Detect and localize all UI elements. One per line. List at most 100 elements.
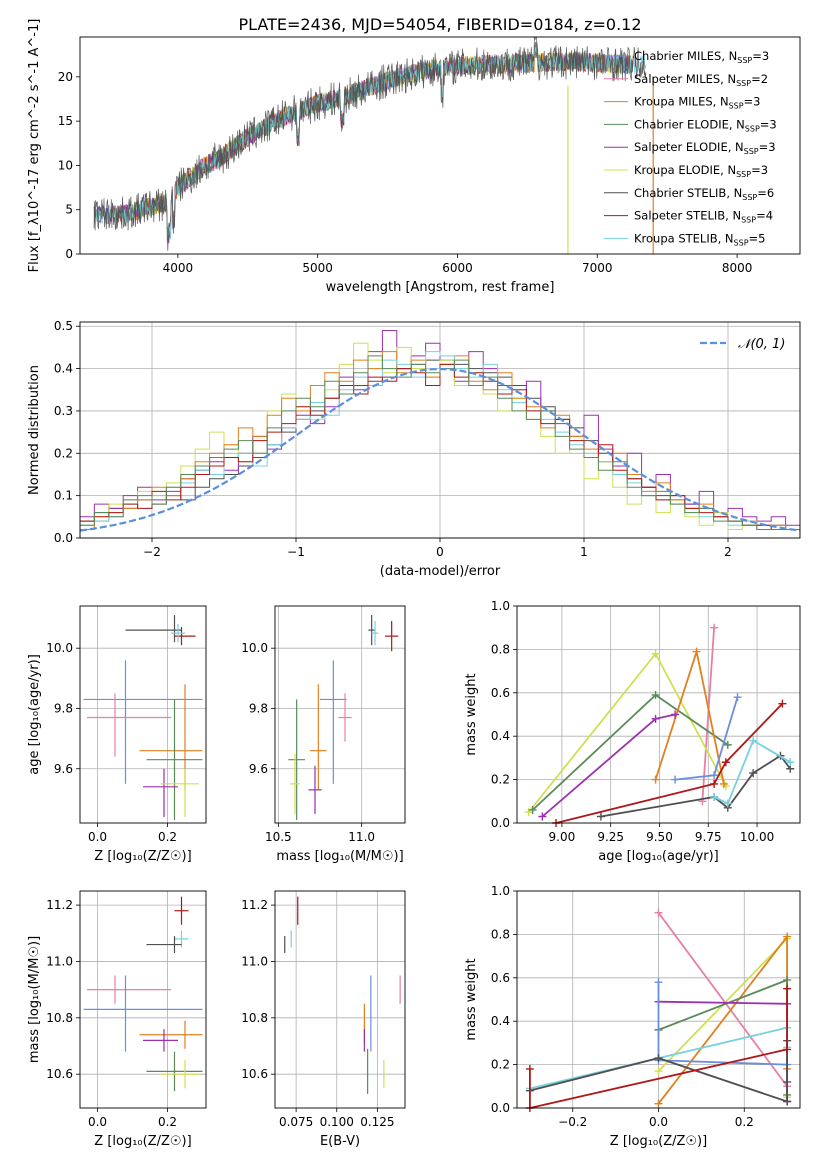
legend-entry-name: Salpeter ELODIE, N xyxy=(634,140,744,154)
y-tick-label: 1.0 xyxy=(491,599,510,613)
x-tick-label: 9.00 xyxy=(549,830,576,844)
y-tick-label: 11.0 xyxy=(46,954,73,968)
y-axis-label: Flux [f_λ10^-17 erg cm^-2 s^-1 A^-1] xyxy=(27,19,42,273)
weight-marker xyxy=(733,693,742,702)
legend-entry-count: =3 xyxy=(752,49,769,63)
y-tick-label: 0.4 xyxy=(54,362,73,376)
weight-marker xyxy=(723,799,732,808)
y-tick-label: 1.0 xyxy=(491,884,510,898)
weight-marker xyxy=(710,792,719,801)
x-axis-label: (data-model)/error xyxy=(380,564,501,579)
weight-marker xyxy=(596,812,605,821)
weight-line-salpeter_miles xyxy=(701,627,715,802)
legend-entry-sub: SSP xyxy=(745,124,760,133)
weight-marker xyxy=(749,769,758,778)
weight-marker xyxy=(654,1067,663,1076)
legend-entry-name: Kroupa ELODIE, N xyxy=(634,163,736,177)
weight-marker xyxy=(651,775,660,784)
legend-entry: Chabrier ELODIE, NSSP=3 xyxy=(634,117,777,133)
weight-marker xyxy=(654,1099,663,1108)
axes-frame xyxy=(79,605,207,824)
x-tick-label: 0.2 xyxy=(735,1115,754,1129)
legend-entry: Kroupa ELODIE, NSSP=3 xyxy=(634,163,768,179)
x-axis-label: E(B-V) xyxy=(320,1134,360,1149)
y-tick-label: 0.2 xyxy=(54,446,73,460)
legend-entry-sub: SSP xyxy=(734,238,749,247)
x-tick-label: −0.2 xyxy=(558,1115,587,1129)
y-tick-label: 0.2 xyxy=(491,773,510,787)
weight-marker xyxy=(654,908,663,917)
x-axis-label: Z [log₁₀(Z/Z☉)] xyxy=(94,849,191,864)
weight-marker xyxy=(651,690,660,699)
weight-marker xyxy=(654,1054,663,1063)
x-tick-label: −2 xyxy=(143,545,161,559)
x-tick-label: 2 xyxy=(724,545,732,559)
y-tick-label: 10.0 xyxy=(241,641,268,655)
weight-marker xyxy=(538,812,547,821)
legend-entry-count: =5 xyxy=(749,231,766,245)
x-tick-label: 5000 xyxy=(302,261,333,275)
weight-marker xyxy=(651,714,660,723)
age_Z-panel: 0.0 0.2 9.6 9.8 10.0 Z [log₁₀(Z/Z☉)] age [log₁… xyxy=(27,605,207,864)
x-tick-label: 0.0 xyxy=(649,1115,668,1129)
weight_age-panel: 9.00 9.25 9.50 9.75 10.00 0.0 0.2 0.4 0.6 0.8 1.0 a… xyxy=(464,599,801,864)
y-tick-label: 0.8 xyxy=(491,642,510,656)
y-tick-label: 0.4 xyxy=(491,1014,510,1028)
x-axis-label: Z [log₁₀(Z/Z☉)] xyxy=(94,1134,191,1149)
y-tick-label: 10 xyxy=(58,158,73,172)
y-tick-label: 9.6 xyxy=(54,762,73,776)
y-axis-label: mass weight xyxy=(464,673,479,755)
age_mass-panel: 10.5 11.0 9.6 9.8 10.0 mass [log₁₀(M/M☉)] xyxy=(241,605,406,864)
weight-marker xyxy=(783,1045,792,1054)
spectrum-line-salpeter_stelib xyxy=(107,45,633,241)
weight-marker xyxy=(783,975,792,984)
legend-entry-sub: SSP xyxy=(737,56,752,65)
legend-entry: Salpeter ELODIE, NSSP=3 xyxy=(634,140,776,156)
x-tick-label: 0.100 xyxy=(320,1115,354,1129)
x-tick-label: 9.50 xyxy=(646,830,673,844)
weight-marker xyxy=(651,649,660,658)
x-axis-label: mass [log₁₀(M/M☉)] xyxy=(276,849,403,864)
weight-marker xyxy=(671,775,680,784)
legend-entry-count: =2 xyxy=(751,72,768,86)
x-axis-label: age [log₁₀(age/yr)] xyxy=(598,849,719,864)
legend-entry: Chabrier MILES, NSSP=3 xyxy=(634,49,769,65)
x-tick-label: 7000 xyxy=(582,261,613,275)
x-tick-label: −1 xyxy=(287,545,305,559)
x-tick-label: 0.125 xyxy=(360,1115,394,1129)
x-tick-label: 0.2 xyxy=(158,830,177,844)
weight-marker xyxy=(723,740,732,749)
weight-line-salpeter_stelib xyxy=(529,988,788,1110)
gaussian-curve xyxy=(79,367,801,532)
legend-entry: Chabrier STELIB, NSSP=6 xyxy=(634,186,774,202)
y-tick-label: 0.4 xyxy=(491,729,510,743)
legend-entry-name: Kroupa MILES, N xyxy=(634,95,729,109)
x-tick-label: 0.0 xyxy=(88,1115,107,1129)
x-tick-label: 9.75 xyxy=(695,830,722,844)
x-tick-label: 10.00 xyxy=(740,830,774,844)
y-tick-label: 9.8 xyxy=(54,701,73,715)
x-axis-label: Z [log₁₀(Z/Z☉)] xyxy=(610,1134,707,1149)
histogram-chabrier_elodie xyxy=(80,355,800,538)
legend-entry-name: Chabrier ELODIE, N xyxy=(634,117,745,131)
y-axis-label: mass weight xyxy=(464,958,479,1040)
weight-marker xyxy=(692,647,701,656)
weight-marker xyxy=(710,779,719,788)
weight_Z-panel: −0.2 0.0 0.2 0.0 0.2 0.4 0.6 0.8 1.0 Z [log₁₀(Z/Z… xyxy=(464,884,801,1149)
weight-line-chabrier_stelib xyxy=(600,754,791,818)
y-tick-label: 0.0 xyxy=(491,1101,510,1115)
axes-frame xyxy=(79,321,801,539)
y-tick-label: 20 xyxy=(58,70,73,84)
mass_Z-panel: 0.0 0.2 10.6 10.8 11.0 11.2 Z [log₁₀(Z/Z☉)] mas… xyxy=(27,890,207,1149)
legend-entry: Salpeter MILES, NSSP=2 xyxy=(634,72,768,88)
y-tick-label: 0.1 xyxy=(54,489,73,503)
legend-entry-sub: SSP xyxy=(744,147,759,156)
axes-frame xyxy=(79,890,207,1109)
legend-entry: Kroupa STELIB, NSSP=5 xyxy=(634,231,765,247)
y-tick-label: 5 xyxy=(65,203,73,217)
y-axis-label: age [log₁₀(age/yr)] xyxy=(27,654,42,775)
y-axis-label: Normed distribution xyxy=(27,365,42,495)
weight-marker xyxy=(525,1064,534,1073)
y-tick-label: 0.0 xyxy=(491,816,510,830)
weight-marker xyxy=(783,932,792,941)
